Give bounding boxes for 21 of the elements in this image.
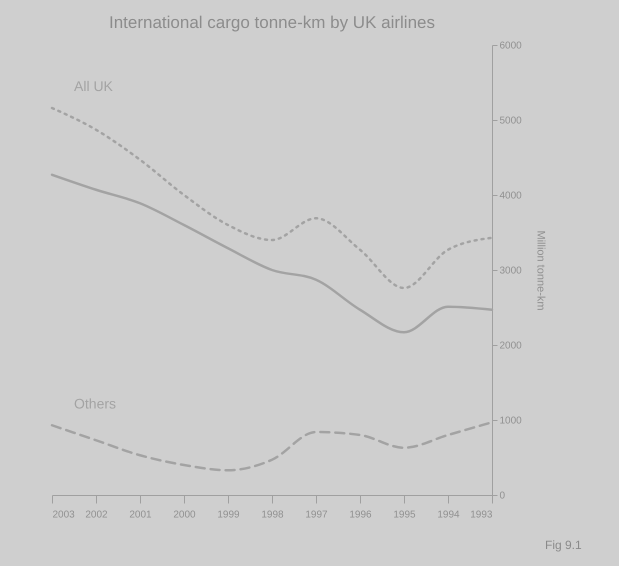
x-tick-label: 1999 — [217, 510, 240, 520]
x-tick-label: 2001 — [129, 510, 152, 520]
x-tick-label: 2000 — [173, 510, 196, 520]
x-tick-label: 1995 — [393, 510, 416, 520]
x-tick-label: 1997 — [305, 510, 328, 520]
x-tick-label: 1996 — [349, 510, 372, 520]
y-tick-label: 2000 — [500, 340, 522, 352]
y-tick-label: 5000 — [500, 116, 522, 126]
y-tick-label: 4000 — [500, 190, 522, 202]
x-tick-label: 1993 — [470, 510, 493, 520]
y-tick-label: 1000 — [500, 416, 522, 426]
y-tick-label: 0 — [500, 490, 506, 502]
x-tick-label: 2002 — [85, 510, 108, 520]
x-tick-label: 1994 — [437, 510, 460, 520]
caption: Fig 9.1 — [545, 538, 582, 552]
chart-title: International cargo tonne-km by UK airlines — [109, 13, 435, 32]
y-tick-label: 6000 — [500, 40, 522, 52]
y-axis-title: Million tonne-km — [534, 230, 547, 311]
y-tick-label: 3000 — [500, 266, 522, 276]
x-tick-label: 2003 — [52, 510, 76, 520]
x-tick-label: 1998 — [261, 510, 284, 520]
